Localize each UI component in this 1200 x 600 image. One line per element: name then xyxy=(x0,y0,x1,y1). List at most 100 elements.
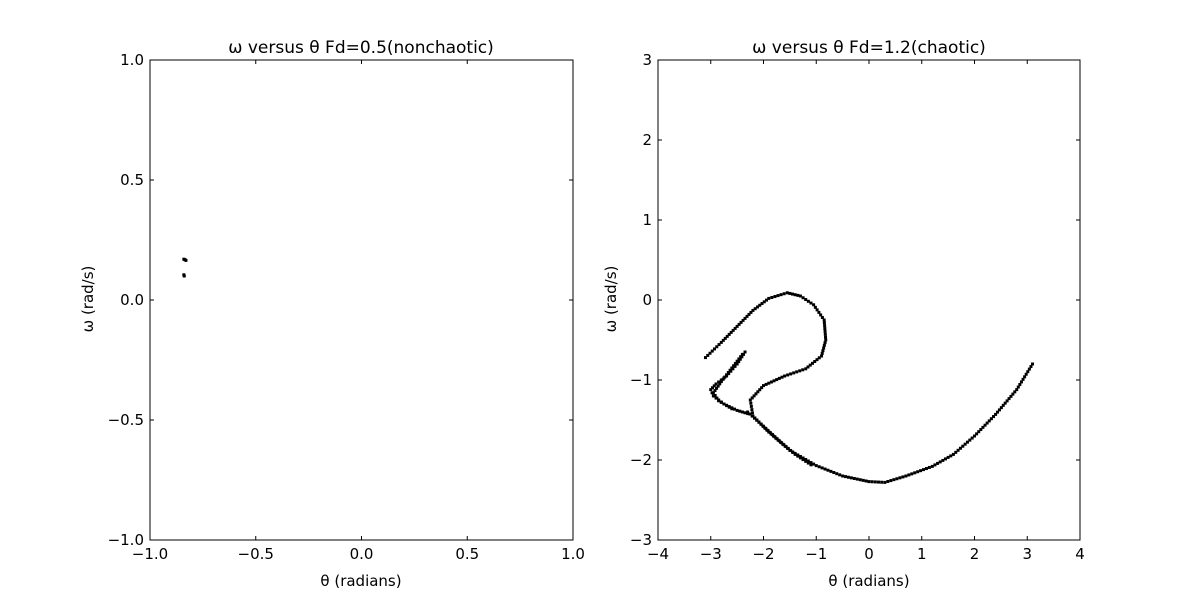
right-data-point xyxy=(1001,403,1005,407)
right-data-point xyxy=(748,412,752,416)
right-data-point xyxy=(783,374,787,378)
right-data-point xyxy=(975,432,979,436)
left-x-tick-label: −0.5 xyxy=(238,545,274,563)
right-data-point xyxy=(951,452,955,456)
right-data-point xyxy=(822,343,826,347)
right-data-point xyxy=(801,296,805,300)
right-data-point xyxy=(809,463,813,467)
right-data-point xyxy=(730,407,734,411)
right-data-point xyxy=(762,424,765,428)
right-data-point xyxy=(793,452,797,456)
right-data-point xyxy=(722,402,726,406)
right-data-point xyxy=(1021,377,1025,381)
right-data-point xyxy=(714,382,718,386)
right-data-point xyxy=(767,296,771,300)
right-data-point xyxy=(780,375,784,379)
right-data-point xyxy=(1027,367,1031,371)
right-data-point xyxy=(792,371,796,375)
right-data-point xyxy=(889,479,893,483)
right-data-point xyxy=(747,312,751,316)
right-data-point xyxy=(949,454,953,458)
right-data-point xyxy=(752,394,756,398)
right-data-point xyxy=(1016,385,1020,389)
left-y-tick-label: 0.5 xyxy=(120,171,144,189)
right-data-point xyxy=(820,354,824,358)
left-y-tick-label: 1.0 xyxy=(120,51,144,69)
right-data-point xyxy=(735,359,739,363)
right-data-point xyxy=(983,423,987,427)
right-data-point xyxy=(789,449,793,453)
right-data-point xyxy=(786,373,790,377)
right-data-point xyxy=(764,426,768,430)
right-data-point xyxy=(1015,388,1019,392)
right-data-point xyxy=(748,398,752,402)
right-y-tick-label: 2 xyxy=(642,131,652,149)
right-data-point xyxy=(740,410,744,414)
right-data-point xyxy=(717,399,721,403)
right-data-point xyxy=(746,410,750,414)
right-data-point xyxy=(1013,390,1017,394)
right-data-point xyxy=(835,472,839,476)
right-data-point xyxy=(759,422,763,426)
right-data-point xyxy=(922,468,926,472)
right-data-point xyxy=(723,375,727,379)
left-x-axis-label: θ (radians) xyxy=(320,572,401,590)
right-data-point xyxy=(985,421,989,425)
right-data-point xyxy=(801,456,805,460)
right-data-point xyxy=(930,464,934,468)
right-data-point xyxy=(750,411,754,415)
right-data-point xyxy=(810,361,814,365)
right-data-point xyxy=(726,371,730,375)
right-data-point xyxy=(777,376,781,380)
right-data-point xyxy=(892,478,896,482)
right-data-point xyxy=(1031,362,1035,366)
right-x-tick-label: 3 xyxy=(1022,545,1032,563)
right-data-point xyxy=(820,351,824,355)
right-data-point xyxy=(801,458,805,462)
right-data-point xyxy=(791,292,795,296)
right-data-point xyxy=(746,412,750,416)
right-data-point xyxy=(822,318,826,322)
left-plot-panel: ω versus θ Fd=0.5(nonchaotic) θ (radians… xyxy=(79,38,585,590)
right-data-point xyxy=(737,357,741,361)
right-data-point xyxy=(730,366,734,370)
right-data-point xyxy=(838,473,842,477)
right-data-point xyxy=(813,359,817,363)
right-data-point xyxy=(719,378,723,382)
right-y-tick-label: 1 xyxy=(642,211,652,229)
right-data-point xyxy=(760,302,764,306)
right-data-point xyxy=(758,388,762,392)
right-data-point xyxy=(1009,394,1013,398)
right-data-point xyxy=(735,362,739,366)
right-data-point xyxy=(861,478,865,482)
right-data-point xyxy=(755,418,759,422)
right-data-point xyxy=(981,425,985,429)
right-data-point xyxy=(941,458,945,462)
right-data-point xyxy=(852,476,856,480)
right-data-point xyxy=(779,293,783,297)
right-data-point xyxy=(713,347,717,351)
right-data-point xyxy=(991,415,995,419)
right-data-point xyxy=(741,318,745,322)
right-data-point xyxy=(895,477,899,481)
right-data-point xyxy=(788,291,792,295)
right-data-point xyxy=(855,477,859,481)
right-data-point xyxy=(858,478,862,482)
right-data-point xyxy=(767,381,771,385)
right-data-point xyxy=(749,404,753,408)
right-data-point xyxy=(782,292,786,296)
right-data-point xyxy=(743,411,747,415)
right-data-point xyxy=(765,298,769,302)
left-data-point xyxy=(182,274,186,278)
right-data-point xyxy=(745,314,749,318)
right-x-tick-label: −1 xyxy=(805,545,827,563)
right-data-point xyxy=(752,416,756,420)
right-data-point xyxy=(733,326,737,330)
right-data-point xyxy=(806,459,810,463)
right-data-point xyxy=(769,380,773,384)
right-data-point xyxy=(919,469,923,473)
right-data-point xyxy=(936,461,940,465)
right-data-point xyxy=(711,391,715,395)
right-x-tick-label: −2 xyxy=(752,545,774,563)
